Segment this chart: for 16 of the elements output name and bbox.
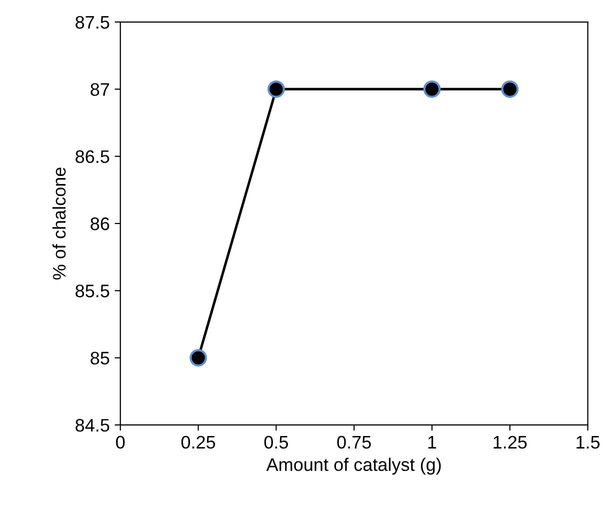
y-tick-label: 85.5 — [76, 284, 110, 298]
x-tick-label: 0.75 — [337, 436, 371, 449]
y-tick-label: 86.5 — [76, 150, 110, 164]
x-tick-label: 0 — [116, 436, 125, 449]
y-tick-label: 84.5 — [76, 418, 110, 432]
x-tick-label: 1.25 — [494, 436, 527, 449]
x-tick-label: 1 — [428, 436, 436, 448]
x-tick-label: 0.25 — [181, 436, 216, 449]
y-tick-label: 87 — [90, 83, 110, 96]
y-tick-label: 86 — [90, 217, 110, 230]
x-axis-title: Amount of catalyst (g) — [266, 458, 441, 475]
x-tick-label: 0.5 — [264, 436, 288, 449]
y-tick-label: 87.5 — [76, 16, 110, 29]
x-tick-label: 1.5 — [576, 436, 600, 449]
y-tick-label: 85 — [90, 352, 110, 365]
y-axis-title: % of chalcone — [52, 168, 66, 280]
